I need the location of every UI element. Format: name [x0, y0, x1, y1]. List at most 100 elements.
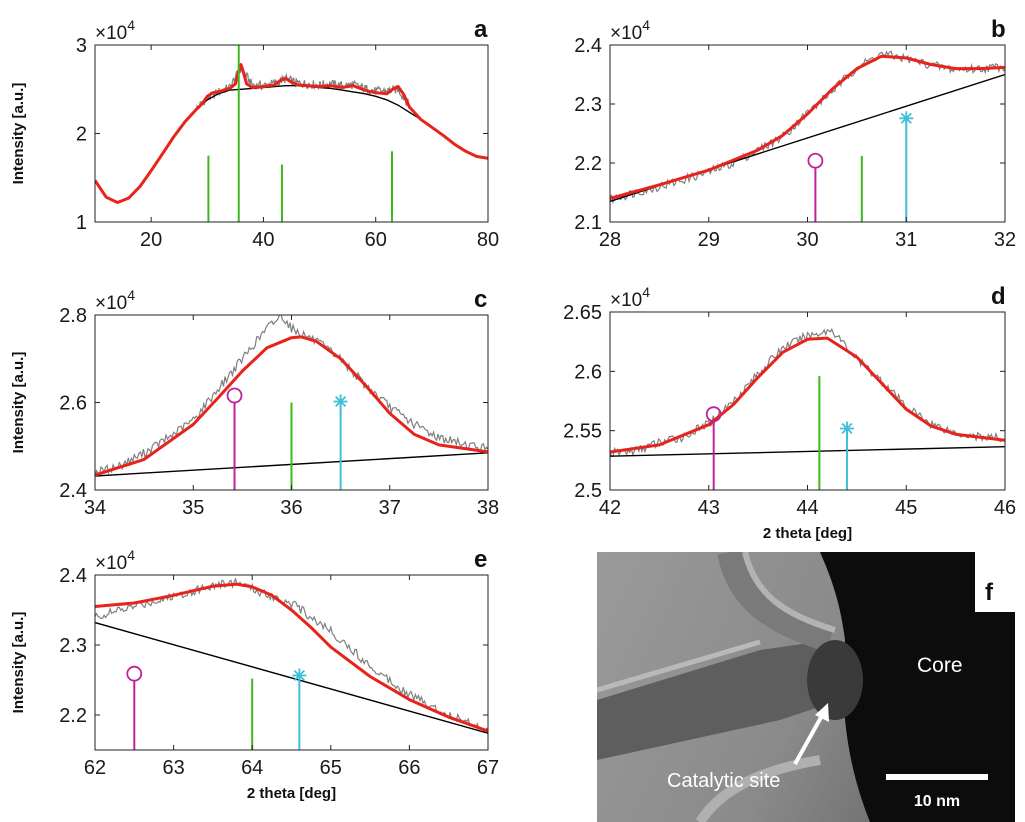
- panel-label-c: c: [474, 286, 487, 313]
- y-tick-label: 2.4: [59, 565, 87, 587]
- baseline-line: [95, 621, 488, 734]
- axes-box: [94, 574, 489, 751]
- y-tick-label: 2.6: [59, 393, 87, 415]
- x-tick-label: 35: [182, 497, 204, 519]
- y-axis-label: Intensity [a.u.]: [10, 352, 27, 454]
- reference-circle-marker: [807, 152, 824, 169]
- fit-line: [95, 582, 488, 733]
- x-tick-label: 30: [796, 229, 818, 251]
- x-tick-label: 44: [796, 497, 818, 519]
- panel-label-f: f: [985, 579, 994, 606]
- x-tick-label: 43: [698, 497, 720, 519]
- fit-line: [610, 336, 1005, 454]
- axes-box: [609, 44, 1006, 223]
- x-tick-label: 45: [895, 497, 917, 519]
- shell-strand-highlight: [742, 552, 836, 633]
- axis-exponent: ×104: [610, 284, 650, 311]
- axes-box: [94, 44, 489, 223]
- chart-panel-c: 34 35 36 37 38 2.4 2.6 2.8 ×104 c Intensity [a.u.]: [10, 286, 499, 519]
- fit-line: [610, 54, 1005, 200]
- baseline-line: [95, 84, 488, 204]
- plot-panels: 20 40 60 80 1 2 3 ×104 a Intensity [a.u.] 28 29 30 31…: [10, 16, 1016, 802]
- plot-area: [610, 50, 1005, 205]
- x-tick-label: 40: [252, 229, 274, 251]
- chart-panel-e: 62 63 64 65 66 67 2.2 2.3 2.4 ×104 e Intensity [a.u…: [10, 546, 499, 802]
- y-axis-label: Intensity [a.u.]: [10, 612, 27, 714]
- y-axis-label: Intensity [a.u.]: [10, 83, 27, 185]
- panel-label-a: a: [474, 16, 488, 43]
- x-tick-label: 31: [895, 229, 917, 251]
- shell-strand-outer: [717, 552, 835, 653]
- chart-panel-b: 28 29 30 31 32 2.1 2.2 2.3 2.4 ×104 b: [574, 16, 1016, 251]
- y-tick-label: 1: [76, 212, 87, 234]
- x-tick-label: 38: [477, 497, 499, 519]
- x-tick-label: 63: [162, 757, 184, 779]
- reference-circle-marker: [705, 406, 722, 423]
- axis-exponent: ×104: [610, 17, 650, 44]
- chart-panel-a: 20 40 60 80 1 2 3 ×104 a Intensity [a.u.]: [10, 16, 499, 251]
- fit-line: [95, 335, 488, 477]
- baseline-line: [610, 446, 1005, 457]
- x-tick-label: 64: [241, 757, 263, 779]
- plot-area: [610, 327, 1005, 457]
- y-tick-label: 2.1: [574, 212, 602, 234]
- axis-exponent: ×104: [95, 287, 135, 314]
- catalytic-site-arrow-head: [815, 703, 829, 722]
- raw-data-line: [95, 577, 488, 733]
- plot-area: [95, 63, 488, 204]
- catalytic-site-label: Catalytic site: [667, 770, 780, 792]
- reference-star-marker: [840, 421, 854, 436]
- raw-data-line: [95, 315, 488, 477]
- y-tick-label: 2.65: [563, 302, 602, 324]
- x-tick-label: 42: [599, 497, 621, 519]
- nanorod-shape: [597, 640, 840, 760]
- x-tick-label: 34: [84, 497, 106, 519]
- raw-data-line: [610, 50, 1005, 205]
- reference-star-marker: [333, 394, 348, 409]
- x-tick-label: 36: [280, 497, 302, 519]
- scale-bar: [886, 774, 988, 780]
- catalytic-site-region: [807, 640, 863, 720]
- x-tick-label: 80: [477, 229, 499, 251]
- micrograph-panel-f: f Core Catalytic site 10 nm: [597, 552, 1015, 822]
- reference-star-marker: [899, 111, 914, 126]
- x-axis-label: 2 theta [deg]: [247, 785, 336, 802]
- y-tick-label: 2.8: [59, 305, 87, 327]
- raw-data-line: [610, 327, 1005, 457]
- fit-line: [95, 63, 488, 204]
- panel-f-label-box: [975, 552, 1015, 612]
- plot-area: [95, 577, 488, 734]
- x-tick-label: 28: [599, 229, 621, 251]
- catalytic-site-arrow-shaft: [793, 711, 826, 765]
- scale-bar-label: 10 nm: [914, 793, 960, 810]
- y-tick-label: 2.3: [59, 635, 87, 657]
- reference-circle-marker: [226, 387, 243, 404]
- y-tick-label: 2.3: [574, 94, 602, 116]
- panel-label-e: e: [474, 546, 487, 573]
- x-tick-label: 66: [398, 757, 420, 779]
- lower-strand: [695, 755, 821, 822]
- axis-exponent: ×104: [95, 17, 135, 44]
- x-tick-label: 46: [994, 497, 1016, 519]
- y-tick-label: 2.2: [574, 153, 602, 175]
- y-tick-label: 2: [76, 124, 87, 146]
- panel-label-b: b: [991, 16, 1006, 43]
- y-tick-label: 2.2: [59, 705, 87, 727]
- x-tick-label: 29: [698, 229, 720, 251]
- x-tick-label: 37: [379, 497, 401, 519]
- x-tick-label: 32: [994, 229, 1016, 251]
- core-particle: [820, 552, 1015, 822]
- chart-panel-d: 42 43 44 45 46 2.5 2.55 2.6 2.65 ×104 d 2 theta [de…: [563, 283, 1016, 542]
- x-tick-label: 60: [365, 229, 387, 251]
- reference-circle-marker: [126, 665, 143, 682]
- y-tick-label: 3: [76, 35, 87, 57]
- axis-exponent: ×104: [95, 547, 135, 574]
- core-label: Core: [917, 654, 963, 677]
- y-tick-label: 2.4: [574, 35, 602, 57]
- x-tick-label: 65: [320, 757, 342, 779]
- reference-star-marker: [292, 668, 307, 683]
- y-tick-label: 2.55: [563, 421, 602, 443]
- y-tick-label: 2.6: [574, 361, 602, 383]
- panel-label-d: d: [991, 283, 1006, 310]
